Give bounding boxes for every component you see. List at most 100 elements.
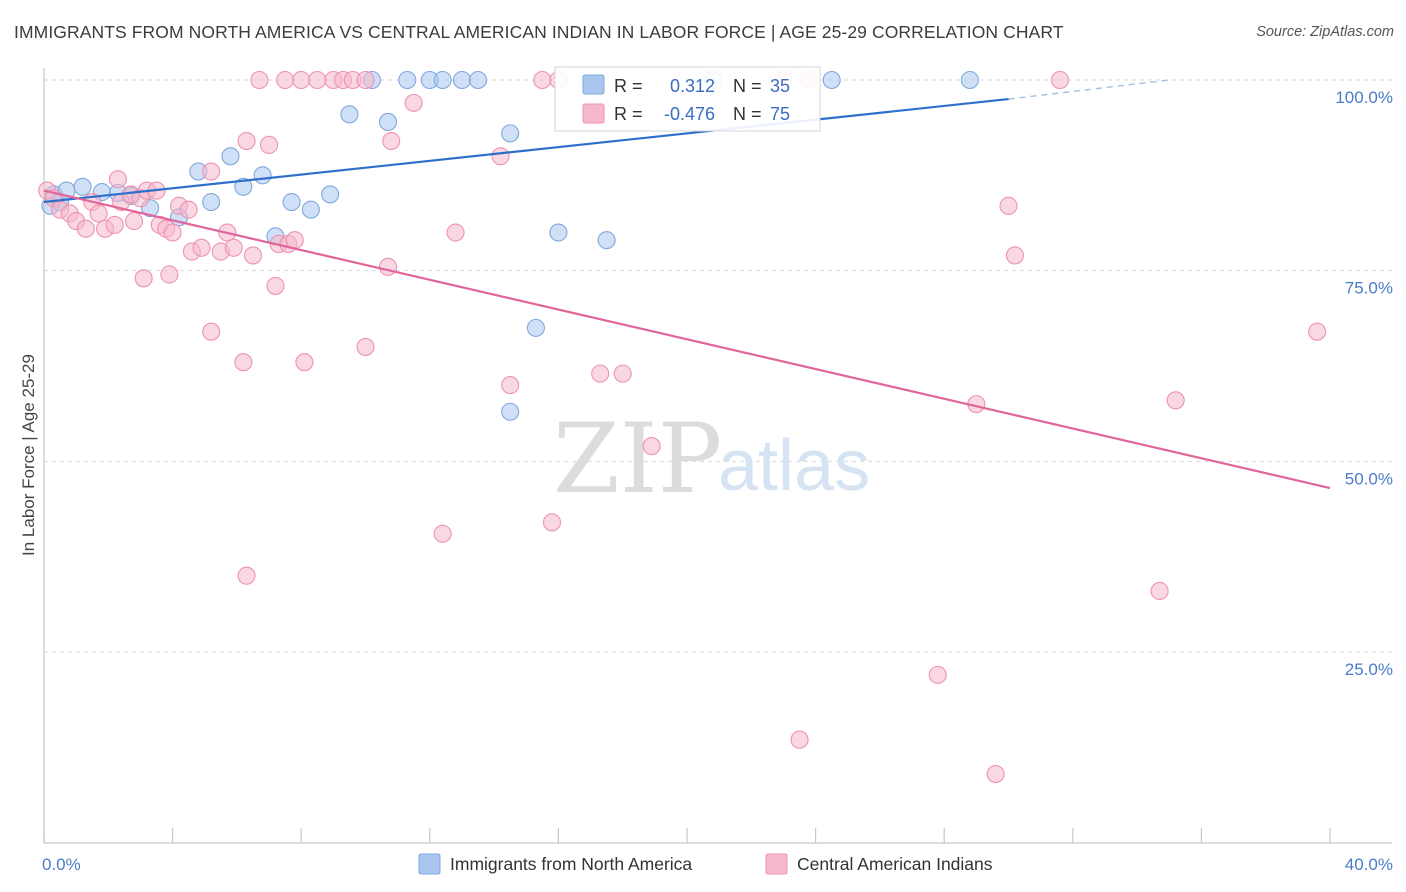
stats-r-value-pink: -0.476 (664, 104, 715, 124)
stats-r-label-pink: R = (614, 104, 643, 124)
data-point (308, 70, 327, 90)
data-point (76, 219, 95, 238)
stats-n-value-pink: 75 (770, 104, 790, 124)
x-tick-label: 0.0% (42, 855, 81, 874)
y-tick-label: 50.0% (1345, 469, 1393, 488)
stats-r-label-blue: R = (614, 76, 643, 96)
source-credit: Source: ZipAtlas.com (1256, 24, 1394, 40)
data-point (266, 276, 285, 295)
data-point (591, 364, 610, 383)
data-point (398, 70, 417, 90)
data-point (501, 376, 520, 395)
data-point (321, 185, 340, 204)
data-point (73, 177, 92, 196)
data-point (243, 246, 263, 265)
watermark-zip: ZIP (553, 403, 722, 515)
legend-swatch-pink (765, 853, 788, 875)
trendlines (43, 79, 1331, 490)
data-point (295, 353, 314, 372)
data-point (433, 70, 452, 90)
stats-n-value-blue: 35 (770, 76, 790, 96)
legend-label-pink: Central American Indians (797, 854, 993, 874)
data-point (89, 204, 108, 223)
stats-n-label-blue: N = (733, 76, 762, 96)
data-point (202, 192, 221, 212)
chart-title: IMMIGRANTS FROM NORTH AMERICA VS CENTRAL… (14, 22, 1064, 42)
data-point (292, 70, 311, 90)
data-point (192, 238, 211, 257)
series-immigrants-north-america (41, 70, 979, 421)
y-tick-label: 100.0% (1335, 88, 1393, 107)
data-point (501, 124, 520, 143)
data-point (822, 70, 841, 90)
data-point (642, 437, 661, 456)
x-tick-label: 40.0% (1345, 855, 1393, 874)
data-point (501, 402, 520, 421)
y-axis-title: In Labor Force | Age 25-29 (19, 354, 38, 556)
trendline-extension-dashed (1008, 79, 1170, 100)
data-point (382, 131, 401, 151)
data-point (533, 70, 552, 90)
stats-n-label-pink: N = (733, 104, 762, 124)
data-point (1050, 70, 1069, 90)
data-point (1166, 391, 1185, 410)
data-point (105, 215, 124, 234)
data-point (259, 135, 279, 154)
data-point (163, 223, 182, 242)
data-point (491, 147, 510, 166)
data-point (301, 200, 320, 219)
data-point (378, 257, 398, 276)
data-point (468, 70, 488, 90)
trendline-immigrants-north-america (43, 97, 1009, 204)
data-point (928, 665, 947, 684)
data-point (124, 212, 144, 231)
data-point (790, 730, 809, 749)
data-point (1005, 246, 1024, 265)
data-point (202, 322, 221, 341)
data-point (404, 93, 423, 112)
data-point (960, 70, 979, 90)
data-point (253, 166, 272, 185)
y-tick-label: 75.0% (1345, 279, 1393, 298)
data-point (452, 70, 472, 90)
y-tick-label: 25.0% (1345, 660, 1393, 679)
data-point (202, 162, 221, 181)
data-point (356, 337, 375, 356)
stats-swatch-blue (582, 74, 605, 95)
stats-legend-box: R = 0.312 N = 35 R = -0.476 N = 75 (554, 66, 821, 132)
data-point (134, 269, 153, 288)
data-point (179, 200, 198, 219)
bottom-legend: Immigrants from North America Central Am… (418, 853, 993, 875)
data-point (237, 131, 256, 151)
data-point (1308, 322, 1327, 341)
legend-swatch-blue (418, 853, 441, 875)
data-point (237, 566, 256, 585)
watermark: ZIP atlas (553, 403, 870, 515)
data-point (433, 524, 452, 543)
data-point (986, 764, 1005, 784)
data-point (234, 353, 253, 372)
stats-r-value-blue: 0.312 (670, 76, 715, 96)
data-point (999, 196, 1018, 215)
data-point (542, 513, 562, 532)
trendline-central-american-indians (43, 189, 1331, 490)
data-point (597, 231, 616, 250)
data-point (250, 70, 269, 90)
watermark-atlas: atlas (718, 426, 870, 506)
data-point (446, 223, 465, 242)
data-point (108, 170, 127, 189)
data-point (549, 223, 568, 242)
data-point (340, 105, 359, 124)
axes (43, 68, 1392, 844)
data-point (526, 318, 545, 337)
data-point (1150, 581, 1169, 601)
stats-swatch-pink (582, 103, 605, 124)
data-point (378, 112, 398, 131)
data-point (282, 192, 301, 212)
data-point (356, 70, 375, 90)
y-tick-labels: 25.0% 50.0% 75.0% 100.0% (1335, 88, 1393, 679)
data-point (234, 177, 253, 196)
data-point (160, 265, 179, 284)
data-point (221, 147, 240, 166)
